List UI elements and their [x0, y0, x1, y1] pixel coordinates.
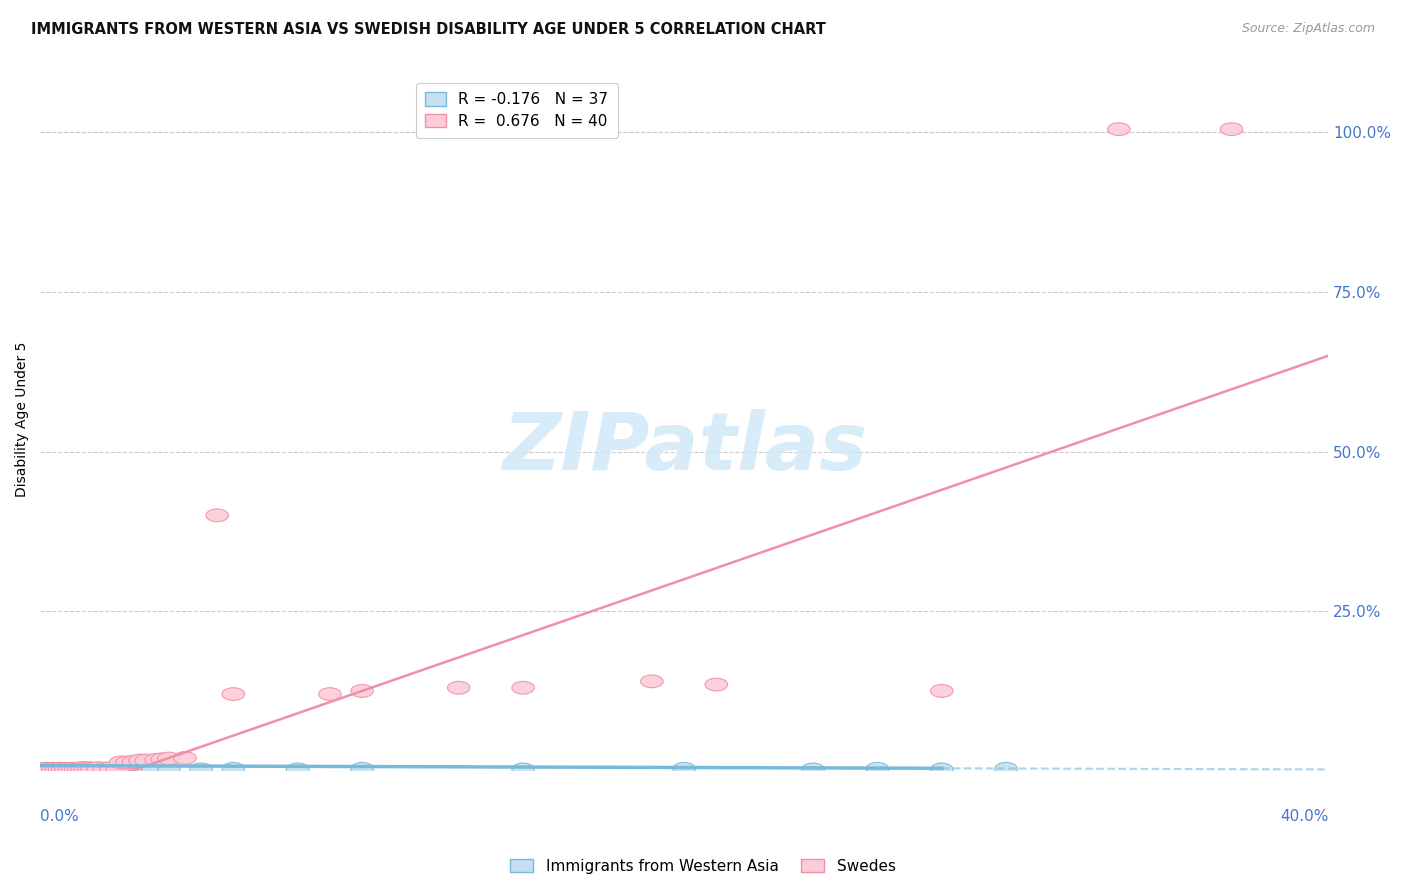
Ellipse shape	[105, 763, 129, 775]
Text: 40.0%: 40.0%	[1279, 809, 1329, 824]
Ellipse shape	[801, 763, 824, 776]
Ellipse shape	[447, 681, 470, 694]
Ellipse shape	[80, 763, 103, 775]
Ellipse shape	[87, 763, 110, 775]
Ellipse shape	[58, 763, 80, 776]
Ellipse shape	[1220, 123, 1243, 136]
Ellipse shape	[55, 763, 77, 775]
Ellipse shape	[52, 763, 75, 776]
Ellipse shape	[80, 763, 103, 775]
Ellipse shape	[75, 763, 97, 775]
Ellipse shape	[38, 763, 60, 776]
Ellipse shape	[995, 763, 1018, 775]
Ellipse shape	[35, 763, 58, 775]
Ellipse shape	[931, 763, 953, 776]
Ellipse shape	[60, 763, 83, 775]
Ellipse shape	[157, 752, 180, 765]
Ellipse shape	[1108, 123, 1130, 136]
Ellipse shape	[122, 756, 145, 768]
Ellipse shape	[157, 763, 180, 775]
Ellipse shape	[35, 763, 58, 775]
Ellipse shape	[641, 675, 664, 688]
Ellipse shape	[93, 763, 115, 775]
Ellipse shape	[287, 763, 309, 776]
Ellipse shape	[32, 763, 55, 776]
Ellipse shape	[45, 763, 67, 776]
Ellipse shape	[100, 763, 122, 776]
Ellipse shape	[152, 753, 174, 765]
Ellipse shape	[222, 763, 245, 775]
Ellipse shape	[70, 763, 93, 776]
Ellipse shape	[87, 762, 110, 774]
Ellipse shape	[77, 763, 100, 776]
Ellipse shape	[48, 763, 70, 775]
Ellipse shape	[704, 678, 727, 691]
Text: 0.0%: 0.0%	[41, 809, 79, 824]
Ellipse shape	[145, 754, 167, 766]
Y-axis label: Disability Age Under 5: Disability Age Under 5	[15, 342, 30, 498]
Ellipse shape	[42, 763, 65, 775]
Ellipse shape	[352, 684, 374, 698]
Ellipse shape	[45, 763, 67, 776]
Ellipse shape	[93, 763, 115, 775]
Ellipse shape	[38, 763, 60, 776]
Ellipse shape	[125, 763, 148, 776]
Legend: R = -0.176   N = 37, R =  0.676   N = 40: R = -0.176 N = 37, R = 0.676 N = 40	[416, 83, 617, 137]
Ellipse shape	[83, 763, 105, 776]
Ellipse shape	[42, 763, 65, 775]
Ellipse shape	[58, 763, 80, 776]
Ellipse shape	[67, 763, 90, 775]
Ellipse shape	[90, 763, 112, 776]
Ellipse shape	[135, 754, 157, 767]
Ellipse shape	[48, 763, 70, 775]
Ellipse shape	[352, 763, 374, 775]
Ellipse shape	[129, 754, 152, 767]
Ellipse shape	[512, 681, 534, 694]
Ellipse shape	[65, 763, 87, 776]
Ellipse shape	[512, 763, 534, 776]
Ellipse shape	[52, 763, 75, 776]
Ellipse shape	[319, 688, 342, 700]
Ellipse shape	[866, 763, 889, 775]
Ellipse shape	[32, 763, 55, 776]
Text: ZIPatlas: ZIPatlas	[502, 409, 866, 487]
Ellipse shape	[190, 763, 212, 776]
Text: IMMIGRANTS FROM WESTERN ASIA VS SWEDISH DISABILITY AGE UNDER 5 CORRELATION CHART: IMMIGRANTS FROM WESTERN ASIA VS SWEDISH …	[31, 22, 825, 37]
Legend: Immigrants from Western Asia, Swedes: Immigrants from Western Asia, Swedes	[505, 853, 901, 880]
Ellipse shape	[112, 763, 135, 776]
Ellipse shape	[142, 763, 165, 776]
Ellipse shape	[115, 756, 138, 769]
Ellipse shape	[55, 763, 77, 775]
Ellipse shape	[205, 509, 229, 522]
Ellipse shape	[105, 763, 129, 775]
Ellipse shape	[174, 752, 197, 764]
Ellipse shape	[222, 688, 245, 700]
Text: Source: ZipAtlas.com: Source: ZipAtlas.com	[1241, 22, 1375, 36]
Ellipse shape	[120, 763, 142, 775]
Ellipse shape	[77, 762, 100, 774]
Ellipse shape	[75, 763, 97, 775]
Ellipse shape	[70, 762, 93, 774]
Ellipse shape	[673, 763, 696, 775]
Ellipse shape	[110, 756, 132, 769]
Ellipse shape	[65, 763, 87, 776]
Ellipse shape	[931, 684, 953, 698]
Ellipse shape	[60, 763, 83, 775]
Ellipse shape	[67, 763, 90, 775]
Ellipse shape	[100, 762, 122, 774]
